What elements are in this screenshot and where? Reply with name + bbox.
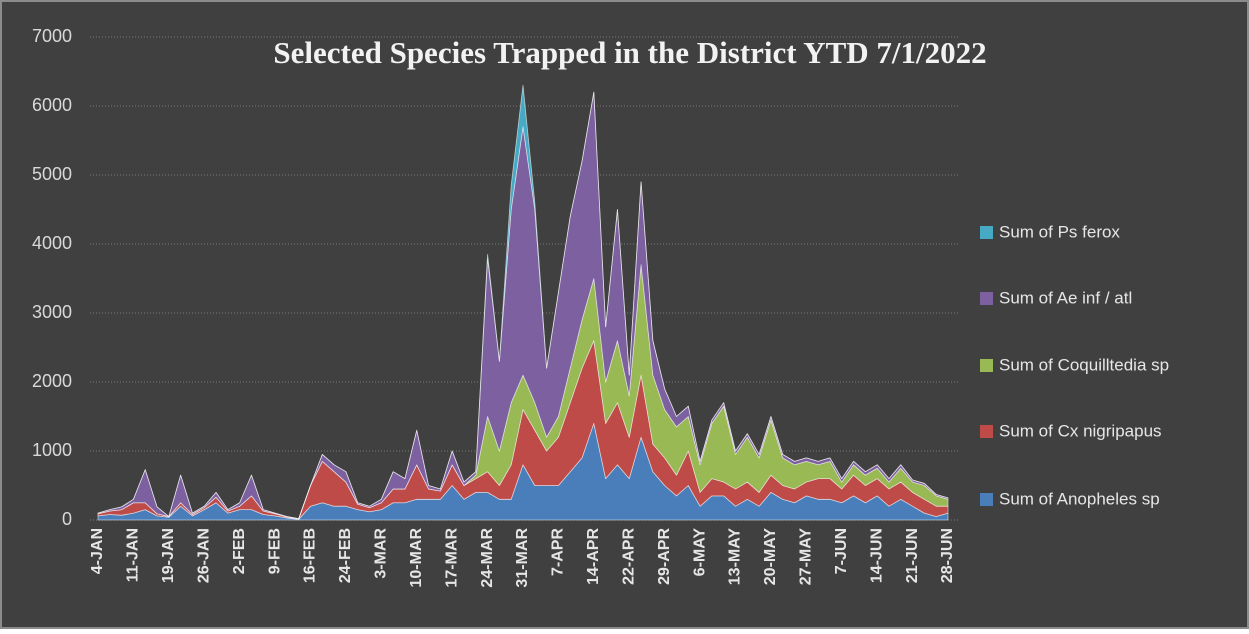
y-tick-label: 1000: [32, 440, 72, 460]
x-tick-label: 28-JUN: [939, 528, 956, 583]
y-tick-label: 3000: [32, 302, 72, 322]
y-tick-label: 0: [62, 509, 72, 529]
x-tick-label: 20-MAY: [762, 528, 779, 586]
legend-swatch: [980, 292, 993, 305]
legend-swatch: [980, 493, 993, 506]
x-tick-label: 26-JAN: [195, 528, 212, 583]
x-tick-label: 27-MAY: [798, 528, 815, 586]
x-tick-label: 2-FEB: [231, 528, 248, 574]
x-tick-label: 16-FEB: [302, 528, 319, 583]
x-tick-label: 29-APR: [656, 528, 673, 585]
legend-label: Sum of Cx nigripapus: [999, 421, 1162, 440]
legend-label: Sum of Anopheles sp: [999, 489, 1160, 508]
legend-label: Sum of Ae inf / atl: [999, 288, 1132, 307]
x-tick-label: 22-APR: [620, 528, 637, 585]
legend-swatch: [980, 226, 993, 239]
x-tick-label: 9-FEB: [266, 528, 283, 574]
y-tick-label: 2000: [32, 371, 72, 391]
x-tick-label: 4-JAN: [89, 528, 106, 574]
x-tick-label: 14-JUN: [868, 528, 885, 583]
x-tick-label: 7-JUN: [833, 528, 850, 574]
x-tick-label: 7-APR: [550, 528, 567, 576]
y-tick-label: 6000: [32, 95, 72, 115]
y-tick-label: 5000: [32, 164, 72, 184]
x-tick-label: 14-APR: [585, 528, 602, 585]
x-tick-label: 19-JAN: [160, 528, 177, 583]
x-tick-label: 13-MAY: [727, 528, 744, 586]
legend-swatch: [980, 359, 993, 372]
legend-swatch: [980, 425, 993, 438]
x-tick-label: 11-JAN: [125, 528, 142, 582]
chart-title: Selected Species Trapped in the District…: [273, 35, 986, 70]
x-tick-label: 24-MAR: [479, 528, 496, 588]
x-tick-label: 17-MAR: [443, 528, 460, 588]
x-tick-label: 10-MAR: [408, 528, 425, 588]
legend-label: Sum of Coquilltedia sp: [999, 355, 1169, 374]
y-tick-label: 4000: [32, 233, 72, 253]
x-tick-label: 31-MAR: [514, 528, 531, 588]
y-tick-label: 7000: [32, 26, 72, 46]
x-tick-label: 21-JUN: [904, 528, 921, 583]
x-tick-label: 6-MAY: [691, 528, 708, 577]
x-tick-label: 24-FEB: [337, 528, 354, 583]
x-tick-label: 3-MAR: [373, 528, 390, 579]
legend-label: Sum of Ps ferox: [999, 222, 1120, 241]
area: [97, 84, 949, 520]
